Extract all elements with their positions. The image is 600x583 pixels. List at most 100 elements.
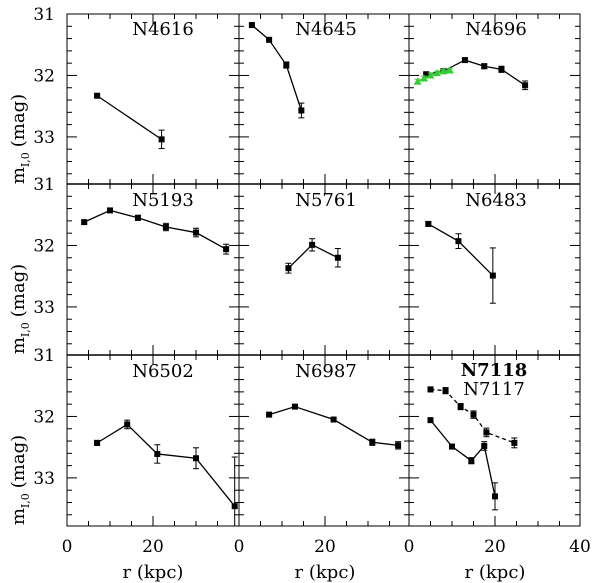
y-axis-title-sub: I,0 bbox=[19, 493, 32, 508]
data-point bbox=[309, 241, 316, 248]
data-point bbox=[81, 219, 88, 226]
y-axis-title: mI,0 (mag) bbox=[8, 94, 32, 184]
x-axis-title: r (kpc) bbox=[123, 562, 184, 583]
data-point bbox=[470, 411, 477, 418]
plot-frame bbox=[66, 13, 581, 527]
label-layer: N4616 N4645 N4696 N5193 N5761 N6483 N650… bbox=[132, 19, 527, 400]
panel-label-n5761: N5761 bbox=[295, 190, 357, 211]
y-tick-label: 31 bbox=[33, 175, 55, 195]
data-point bbox=[426, 71, 435, 79]
data-point bbox=[330, 416, 337, 423]
y-axis-title-sub: I,0 bbox=[19, 322, 32, 337]
series-line-n6483 bbox=[428, 223, 494, 277]
x-tick-label: 0 bbox=[62, 537, 73, 557]
y-axis-title-text: mI,0 (mag) bbox=[8, 435, 32, 525]
panel-label-n4645: N4645 bbox=[295, 19, 357, 40]
data-point bbox=[427, 386, 434, 393]
data-point bbox=[266, 411, 273, 418]
data-point bbox=[285, 265, 292, 272]
series-line-n7117 bbox=[430, 388, 515, 444]
data-point bbox=[158, 136, 165, 143]
y-axis-title-main: m bbox=[8, 508, 29, 525]
series-line-n4616 bbox=[96, 95, 162, 140]
y-axis-title-text: mI,0 (mag) bbox=[8, 94, 32, 184]
y-axis-title-unit: (mag) bbox=[8, 264, 29, 317]
y-tick-label: 31 bbox=[33, 5, 55, 25]
data-point bbox=[439, 67, 448, 75]
data-point bbox=[420, 74, 429, 82]
x-tick-label: 40 bbox=[569, 537, 591, 557]
data-point bbox=[193, 229, 199, 236]
x-axis-title: r (kpc) bbox=[465, 562, 526, 583]
data-point bbox=[445, 66, 454, 74]
data-point bbox=[455, 238, 462, 245]
data-layer bbox=[81, 22, 529, 526]
y-axis-title-unit: (mag) bbox=[8, 435, 29, 488]
panel-n4696 bbox=[413, 57, 529, 91]
data-point bbox=[298, 107, 305, 114]
y-tick-label: 31 bbox=[33, 346, 55, 366]
data-point bbox=[413, 77, 422, 85]
panel-label-n4696: N4696 bbox=[465, 19, 527, 40]
y-tick-label: 32 bbox=[33, 407, 55, 427]
panel-n5193 bbox=[81, 207, 230, 255]
data-point bbox=[283, 62, 290, 69]
data-point bbox=[442, 387, 449, 394]
data-point bbox=[427, 417, 434, 424]
data-point bbox=[395, 442, 402, 449]
panel-label-n7117: N7117 bbox=[463, 379, 525, 400]
data-point bbox=[291, 403, 298, 410]
data-point bbox=[492, 493, 498, 500]
panel-n6483 bbox=[425, 220, 496, 304]
data-point bbox=[432, 68, 441, 76]
data-point bbox=[223, 246, 230, 253]
series-line-n6502 bbox=[96, 423, 236, 507]
data-point bbox=[94, 439, 101, 446]
panel-n5761 bbox=[285, 238, 341, 274]
data-point bbox=[457, 403, 464, 410]
panel-label-n6502: N6502 bbox=[132, 361, 194, 382]
panel-grid bbox=[66, 13, 581, 527]
data-point bbox=[425, 220, 432, 227]
data-point bbox=[94, 92, 101, 99]
data-point bbox=[334, 254, 341, 261]
data-point bbox=[498, 66, 505, 73]
data-point bbox=[483, 429, 490, 436]
y-tick-label: 33 bbox=[33, 469, 55, 489]
panel-n7118-n7117 bbox=[427, 386, 518, 511]
data-point bbox=[154, 450, 161, 457]
data-point bbox=[124, 421, 131, 428]
panel-n4645 bbox=[248, 22, 305, 119]
y-axis-title-unit: (mag) bbox=[8, 94, 29, 147]
panel-n4616 bbox=[94, 92, 165, 150]
data-point bbox=[193, 455, 199, 462]
series-line-n6987 bbox=[268, 405, 399, 446]
y-axis-title: mI,0 (mag) bbox=[8, 435, 32, 525]
x-tick-label: 20 bbox=[142, 537, 164, 557]
y-axis-title-sub: I,0 bbox=[19, 152, 32, 167]
data-point bbox=[461, 57, 468, 64]
data-point bbox=[134, 214, 141, 221]
y-axis-title: mI,0 (mag) bbox=[8, 264, 32, 354]
data-point bbox=[231, 503, 238, 510]
series-line-n5193 bbox=[83, 209, 227, 250]
panel-n6502 bbox=[94, 419, 238, 526]
series-line-n4645 bbox=[251, 24, 302, 111]
x-axis-title: r (kpc) bbox=[295, 562, 356, 583]
data-point bbox=[162, 224, 169, 231]
data-point bbox=[266, 36, 273, 43]
data-point bbox=[511, 439, 518, 446]
x-tick-label: 0 bbox=[404, 537, 415, 557]
y-tick-label: 33 bbox=[33, 128, 55, 148]
y-axis-title-main: m bbox=[8, 337, 29, 354]
panel-label-n6987: N6987 bbox=[295, 361, 357, 382]
panel-label-n7118: N7118 bbox=[461, 360, 528, 381]
axis-text-layer: 313233mI,0(mag)313233mI,0(mag)313233mI,0… bbox=[8, 5, 591, 583]
panel-n6987 bbox=[266, 403, 402, 450]
data-point bbox=[107, 207, 113, 214]
y-axis-title-text: mI,0 (mag) bbox=[8, 264, 32, 354]
data-point bbox=[248, 22, 255, 29]
y-tick-label: 33 bbox=[33, 298, 55, 318]
y-tick-label: 32 bbox=[33, 66, 55, 86]
